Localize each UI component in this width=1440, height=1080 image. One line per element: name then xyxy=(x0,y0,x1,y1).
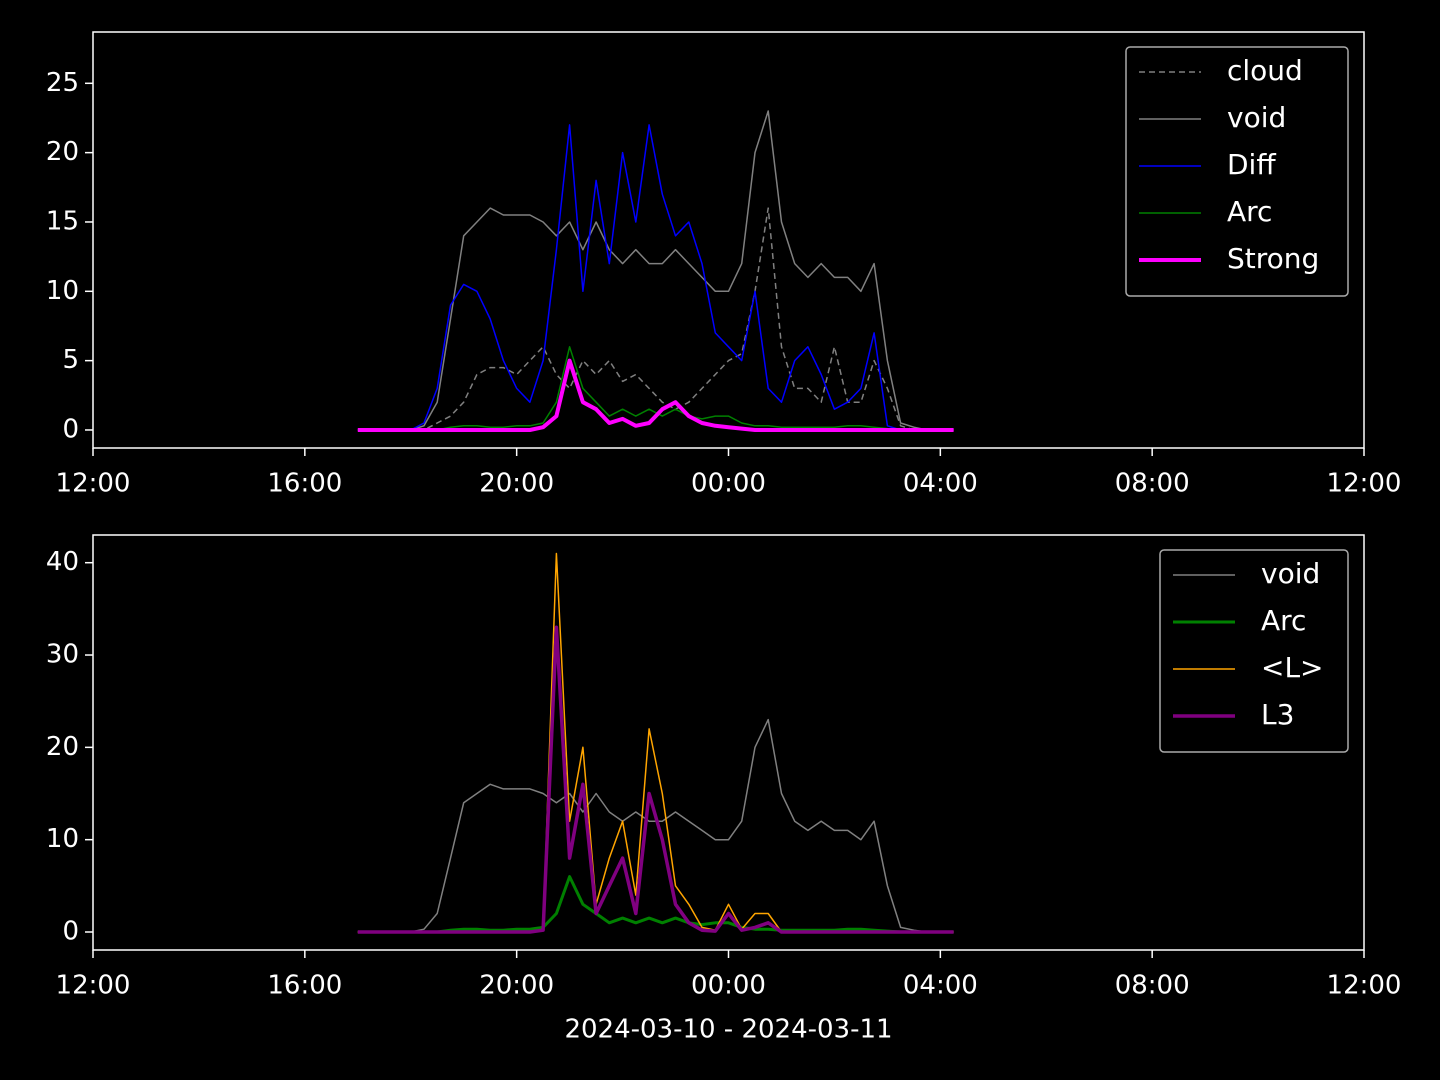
y-tick-label: 5 xyxy=(62,345,79,375)
subplot: 12:00 16:00 20:00 00:00 04:00 08:00 12:00 0 5 10 1… xyxy=(46,31,1402,499)
x-tick-label: 00:00 xyxy=(691,971,766,1001)
legend-label: Strong xyxy=(1227,242,1319,275)
legend-label: <L> xyxy=(1261,651,1324,684)
x-tick-label: 12:00 xyxy=(1327,469,1402,499)
legend: cloud void Diff Arc Strong xyxy=(1125,46,1349,297)
legend-label: void xyxy=(1227,101,1286,134)
series-line xyxy=(357,207,954,431)
series-line xyxy=(357,358,954,432)
x-axis-label: 2024-03-10 - 2024-03-11 xyxy=(564,1015,892,1045)
y-tick-label: 0 xyxy=(62,916,79,946)
legend-label: Arc xyxy=(1261,604,1306,637)
legend-label: cloud xyxy=(1227,54,1303,87)
y-tick-label: 20 xyxy=(46,732,79,762)
x-tick-label: 04:00 xyxy=(903,971,978,1001)
legend-label: void xyxy=(1261,557,1320,590)
legend-box xyxy=(1159,549,1349,753)
axes-frame xyxy=(92,534,1365,951)
legend: void Arc <L> L3 xyxy=(1159,549,1349,753)
x-tick-label: 16:00 xyxy=(267,469,342,499)
x-tick-label: 00:00 xyxy=(691,469,766,499)
x-tick-label: 08:00 xyxy=(1115,469,1190,499)
series-line xyxy=(357,124,954,431)
x-tick-label: 12:00 xyxy=(56,971,131,1001)
x-tick-label: 04:00 xyxy=(903,469,978,499)
series-line xyxy=(357,875,954,934)
y-tick-label: 0 xyxy=(62,414,79,444)
legend-label: L3 xyxy=(1261,698,1294,731)
x-tick-label: 16:00 xyxy=(267,971,342,1001)
x-tick-label: 20:00 xyxy=(479,469,554,499)
series-line xyxy=(357,346,954,431)
axes-frame xyxy=(92,31,1365,449)
x-tick-label: 12:00 xyxy=(1327,971,1402,1001)
x-tick-label: 12:00 xyxy=(56,469,131,499)
y-tick-label: 20 xyxy=(46,137,79,167)
legend-box xyxy=(1125,46,1349,297)
y-tick-label: 10 xyxy=(46,824,79,854)
y-tick-label: 25 xyxy=(46,68,79,98)
x-tick-label: 08:00 xyxy=(1115,971,1190,1001)
series-line xyxy=(357,110,954,431)
legend-label: Arc xyxy=(1227,195,1272,228)
legend-label: Diff xyxy=(1227,148,1276,181)
y-tick-label: 40 xyxy=(46,547,79,577)
y-tick-label: 15 xyxy=(46,206,79,236)
y-tick-label: 10 xyxy=(46,276,79,306)
series-line xyxy=(357,625,954,934)
x-tick-label: 20:00 xyxy=(479,971,554,1001)
subplot: 12:00 16:00 20:00 00:00 04:00 08:00 12:00 0 10 20… xyxy=(46,534,1402,1045)
y-tick-label: 30 xyxy=(46,640,79,670)
